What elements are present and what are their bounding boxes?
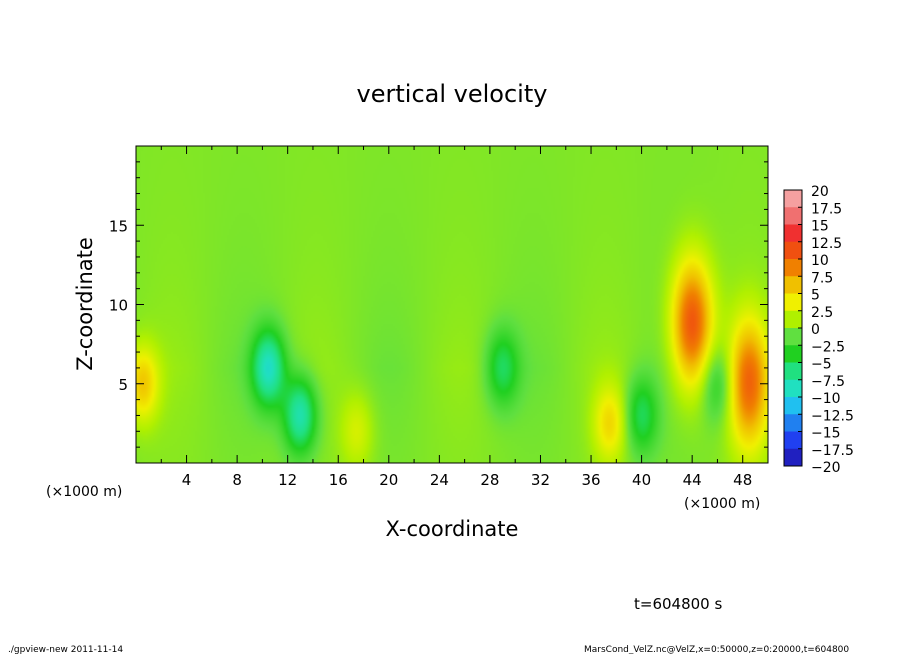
x-axis-label: X-coordinate (386, 517, 519, 541)
colorbar-segment (784, 379, 802, 398)
colorbar-label: 15 (811, 219, 829, 235)
colorbar-segment (784, 397, 802, 415)
colorbar-label: 7.5 (811, 270, 833, 286)
colorbar-label: 10 (811, 253, 829, 269)
colorbar-segment (784, 328, 802, 346)
y-tick-label: 10 (109, 297, 128, 315)
x-tick-label: 32 (531, 471, 550, 489)
chart-title: vertical velocity (357, 80, 548, 108)
colorbar-label: 2.5 (811, 305, 833, 321)
colorbar-label: −5 (811, 357, 832, 373)
x-tick-label: 28 (480, 471, 499, 489)
x-unit-right: (×1000 m) (684, 496, 760, 512)
colorbar-label: −17.5 (811, 443, 854, 459)
x-tick-label: 48 (733, 471, 752, 489)
x-tick-label: 12 (278, 471, 297, 489)
colorbar-label: −15 (811, 426, 841, 442)
x-tick-label: 44 (683, 471, 702, 489)
colorbar-segment (784, 414, 802, 432)
colorbar-label: −12.5 (811, 408, 854, 424)
velocity-field (136, 146, 768, 463)
colorbar-label: 5 (811, 288, 820, 304)
y-tick-label: 5 (118, 376, 128, 394)
colorbar-segment (784, 207, 802, 225)
colorbar-segment (784, 362, 802, 381)
colorbar-segment (784, 448, 802, 467)
colorbar-label: −10 (811, 391, 841, 407)
x-tick-label: 24 (430, 471, 449, 489)
colorbar-segment (784, 241, 802, 260)
x-tick-label: 20 (379, 471, 398, 489)
colorbar-label: 12.5 (811, 236, 842, 252)
colorbar-label: 17.5 (811, 201, 842, 217)
y-axis-label: Z-coordinate (73, 237, 97, 371)
footer-left: ./gpview-new 2011-11-14 (8, 645, 123, 654)
x-tick-label: 4 (182, 471, 192, 489)
colorbar-label: −7.5 (811, 374, 845, 390)
colorbar-label: 20 (811, 184, 829, 200)
colorbar-label: 0 (811, 322, 820, 338)
colorbar-segment (784, 293, 802, 312)
y-ticks: 5 10 15 (109, 161, 768, 448)
x-tick-label: 36 (581, 471, 600, 489)
colorbar-segment (784, 259, 802, 277)
footer-right: MarsCond_VelZ.nc@VelZ,x=0:50000,z=0:2000… (584, 645, 849, 654)
colorbar-segment (784, 310, 802, 329)
y-tick-label: 15 (109, 217, 128, 235)
x-unit-left: (×1000 m) (46, 484, 122, 500)
colorbar-segment (784, 345, 802, 363)
colorbar-segment (784, 190, 802, 208)
x-tick-label: 40 (632, 471, 651, 489)
colorbar-label: −2.5 (811, 339, 845, 355)
x-tick-label: 8 (232, 471, 242, 489)
colorbar-segment (784, 224, 802, 243)
x-tick-label: 16 (329, 471, 348, 489)
x-ticks: 4 8 12 16 20 24 28 32 36 40 44 48 (160, 146, 752, 489)
colorbar-segment (784, 276, 802, 294)
colorbar-label: −20 (811, 460, 841, 476)
time-label: t=604800 s (634, 595, 722, 613)
colorbar-segment (784, 431, 802, 450)
